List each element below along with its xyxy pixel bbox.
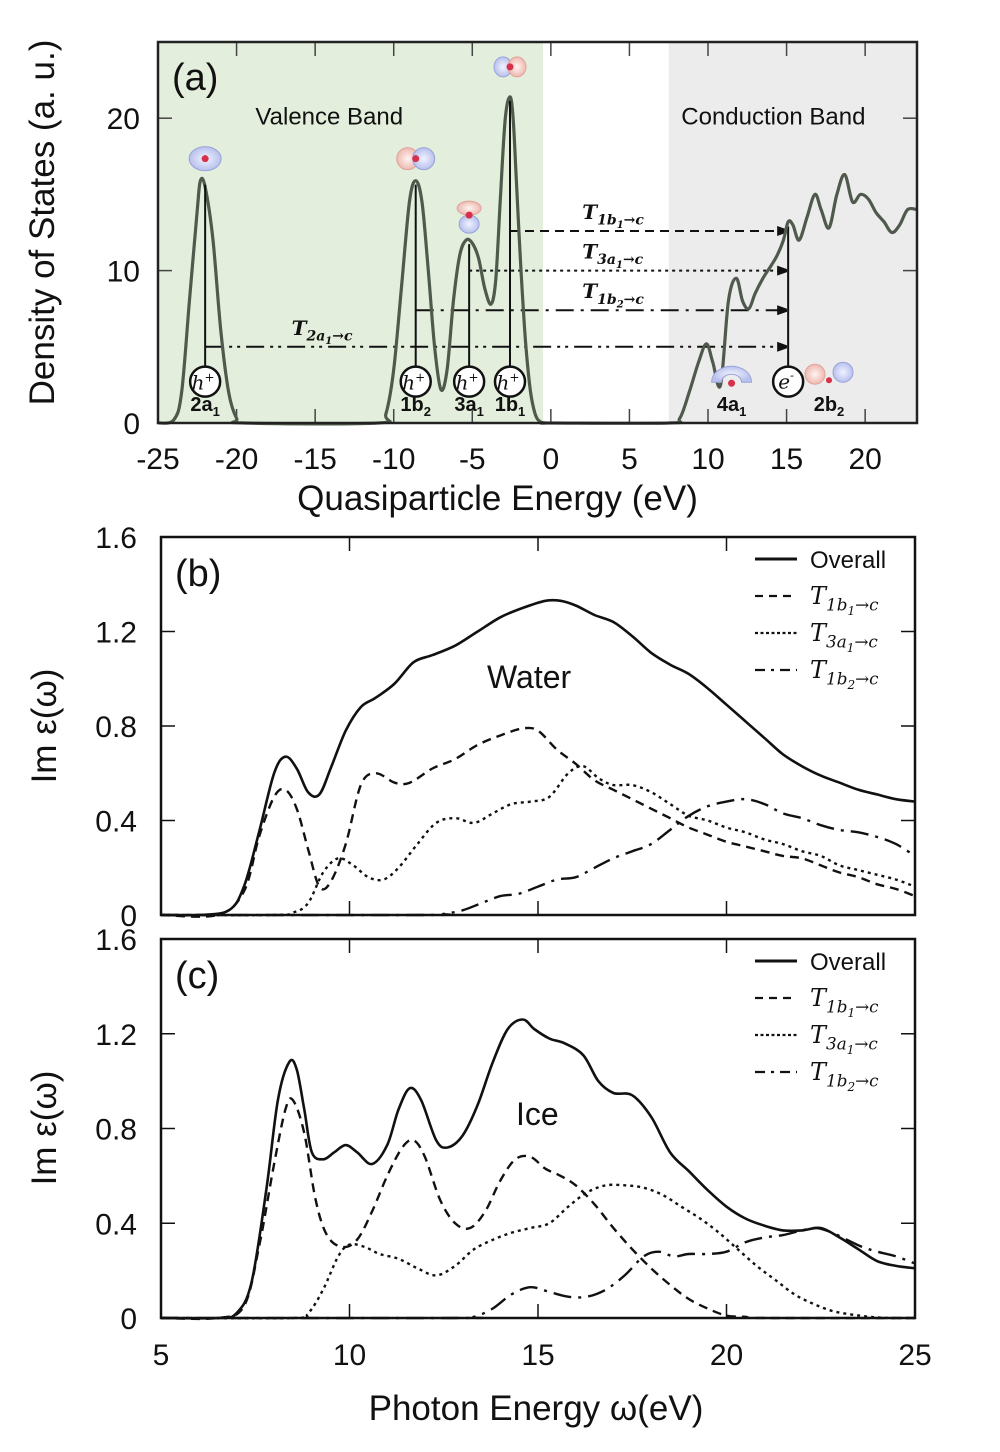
legend-label: T1b2→c xyxy=(810,1058,879,1094)
x-tick-label: 20 xyxy=(848,443,881,476)
x-tick-label: 20 xyxy=(710,1339,743,1372)
x-axis-title-c: Photon Energy ω(eV) xyxy=(369,1389,704,1428)
x-tick-label: 25 xyxy=(898,1339,931,1372)
y-tick-label: 10 xyxy=(107,256,140,289)
x-tick-label: 15 xyxy=(521,1339,554,1372)
molecular-orbital-icon xyxy=(493,56,527,78)
x-tick-label: -25 xyxy=(136,443,179,476)
plot-frame-a xyxy=(156,40,919,425)
x-tick-label: 10 xyxy=(333,1339,366,1372)
transition-label: T1b1→c xyxy=(582,200,644,231)
hole-circle xyxy=(493,365,527,398)
y-tick-label: 0 xyxy=(123,408,140,441)
series-line-t3a1 xyxy=(160,1183,916,1320)
y-tick-label: 0.4 xyxy=(95,806,137,839)
molecular-orbital-icon xyxy=(188,146,222,172)
panel-label-a: (a) xyxy=(172,57,218,99)
legend-label: Overall xyxy=(810,949,886,976)
series-line-overall xyxy=(160,598,916,917)
hole-circle xyxy=(452,365,486,398)
y-tick-label: 1.6 xyxy=(95,522,137,555)
molecular-orbital-icon xyxy=(804,361,854,385)
panel-label-c: (c) xyxy=(175,955,219,997)
y-tick-label: 20 xyxy=(107,103,140,136)
y-axis-title-c: Im ε(ω) xyxy=(25,1071,64,1186)
y-tick-label: 1.2 xyxy=(95,617,137,650)
x-tick-label: -20 xyxy=(215,443,258,476)
series-line-t3a1 xyxy=(160,764,916,917)
y-tick-label: 0.8 xyxy=(95,711,137,744)
x-tick-label: -5 xyxy=(459,443,486,476)
plot-frame-b xyxy=(159,535,917,917)
legend-label: T3a1→c xyxy=(810,1021,878,1057)
transition-label: T1b2→c xyxy=(582,279,644,310)
legend-label: T1b2→c xyxy=(810,656,879,692)
y-axis-title-b: Im ε(ω) xyxy=(25,669,64,784)
series-line-t1b1 xyxy=(160,726,916,918)
y-tick-label: 1.2 xyxy=(95,1019,137,1052)
legend-label: T3a1→c xyxy=(810,619,878,655)
valence-band-region xyxy=(158,42,543,423)
legend-label: T1b1→c xyxy=(810,984,879,1020)
x-tick-label: 5 xyxy=(621,443,638,476)
valence-band-label: Valence Band xyxy=(255,103,403,130)
y-tick-label: 1.6 xyxy=(95,924,137,957)
y-tick-label: 0.8 xyxy=(95,1114,137,1147)
molecular-orbital-icon xyxy=(396,147,436,171)
x-axis-title-a: Quasiparticle Energy (eV) xyxy=(297,479,698,518)
series-line-t1b1 xyxy=(160,1097,916,1321)
x-tick-label: 5 xyxy=(153,1339,170,1372)
x-tick-label: 0 xyxy=(543,443,560,476)
series-line-overall xyxy=(160,1018,916,1320)
x-tick-label: -10 xyxy=(372,443,415,476)
transition-label: T2a1→c xyxy=(292,316,353,347)
electron-circle xyxy=(771,365,805,398)
legend-label: Overall xyxy=(810,547,886,574)
legend-label: T1b1→c xyxy=(810,582,879,618)
molecular-orbital-icon xyxy=(711,365,753,387)
conduction-band-label: Conduction Band xyxy=(681,103,865,130)
series-line-t1b2 xyxy=(160,797,916,917)
conduction-band-region xyxy=(668,42,917,423)
x-tick-label: -15 xyxy=(293,443,336,476)
y-tick-label: 0.4 xyxy=(95,1208,137,1241)
water-label: Water xyxy=(487,659,572,695)
hole-circle xyxy=(399,365,432,398)
molecular-orbital-icon xyxy=(456,200,482,234)
series-line-t1b2 xyxy=(160,1226,916,1320)
y-axis-title-a: Density of States (a. u.) xyxy=(23,40,62,406)
x-tick-label: 15 xyxy=(770,443,803,476)
x-tick-label: 10 xyxy=(691,443,724,476)
y-tick-label: 0 xyxy=(120,1303,137,1336)
panel-label-b: (b) xyxy=(175,553,221,595)
transition-label: T3a1→c xyxy=(582,240,643,271)
y-tick-label: 0 xyxy=(120,900,137,933)
ice-label: Ice xyxy=(516,1096,559,1132)
hole-circle xyxy=(188,365,222,398)
plot-frame-c xyxy=(159,937,917,1320)
